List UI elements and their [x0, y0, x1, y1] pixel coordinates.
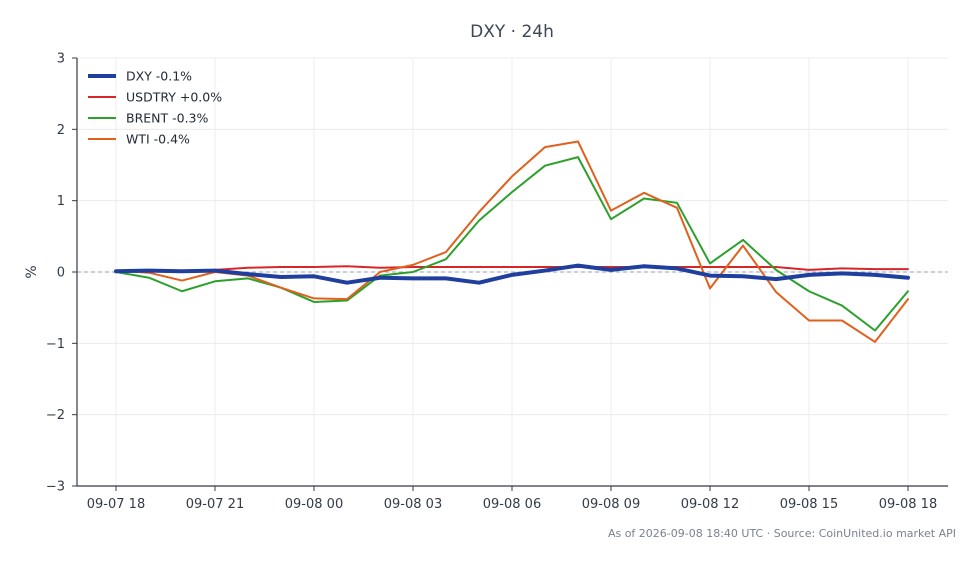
x-tick-label: 09-08 06: [483, 497, 541, 512]
x-tick-label: 09-08 12: [681, 497, 739, 512]
x-tick-label: 09-08 03: [384, 497, 442, 512]
y-tick-label: 1: [57, 194, 65, 209]
legend-label-usdtry: USDTRY +0.0%: [126, 90, 222, 105]
x-tick-label: 09-07 21: [186, 497, 244, 512]
series-line-brent: [115, 156, 909, 332]
x-tick-label: 09-07 18: [87, 497, 145, 512]
x-tick-label: 09-08 00: [285, 497, 343, 512]
legend: DXY -0.1% USDTRY +0.0% BRENT -0.3% WTI -0.4…: [88, 69, 222, 147]
y-tick-label: −1: [46, 337, 65, 352]
legend-label-brent: BRENT -0.3%: [126, 111, 209, 126]
chart-title: DXY · 24h: [470, 22, 554, 42]
y-axis-label: %: [24, 265, 40, 278]
footer-source: As of 2026-09-08 18:40 UTC · Source: Coi…: [608, 527, 956, 540]
series-lines: [114, 140, 910, 343]
y-ticks: 3 2 1 0 −1 −2 −3: [46, 52, 77, 495]
legend-label-dxy: DXY -0.1%: [126, 69, 192, 84]
y-tick-label: −3: [46, 480, 65, 495]
x-tick-label: 09-08 09: [582, 497, 640, 512]
series-line-dxy: [114, 263, 910, 285]
y-tick-label: 3: [57, 52, 65, 67]
x-tick-label: 09-08 15: [780, 497, 838, 512]
x-ticks: 09-07 18 09-07 21 09-08 00 09-08 03 09-08 06…: [87, 486, 937, 512]
y-tick-label: −2: [46, 408, 65, 423]
y-tick-label: 0: [57, 266, 65, 281]
series-line-usdtry: [115, 265, 909, 273]
x-tick-label: 09-08 18: [879, 497, 937, 512]
y-tick-label: 2: [57, 123, 65, 138]
legend-label-wti: WTI -0.4%: [126, 132, 190, 147]
